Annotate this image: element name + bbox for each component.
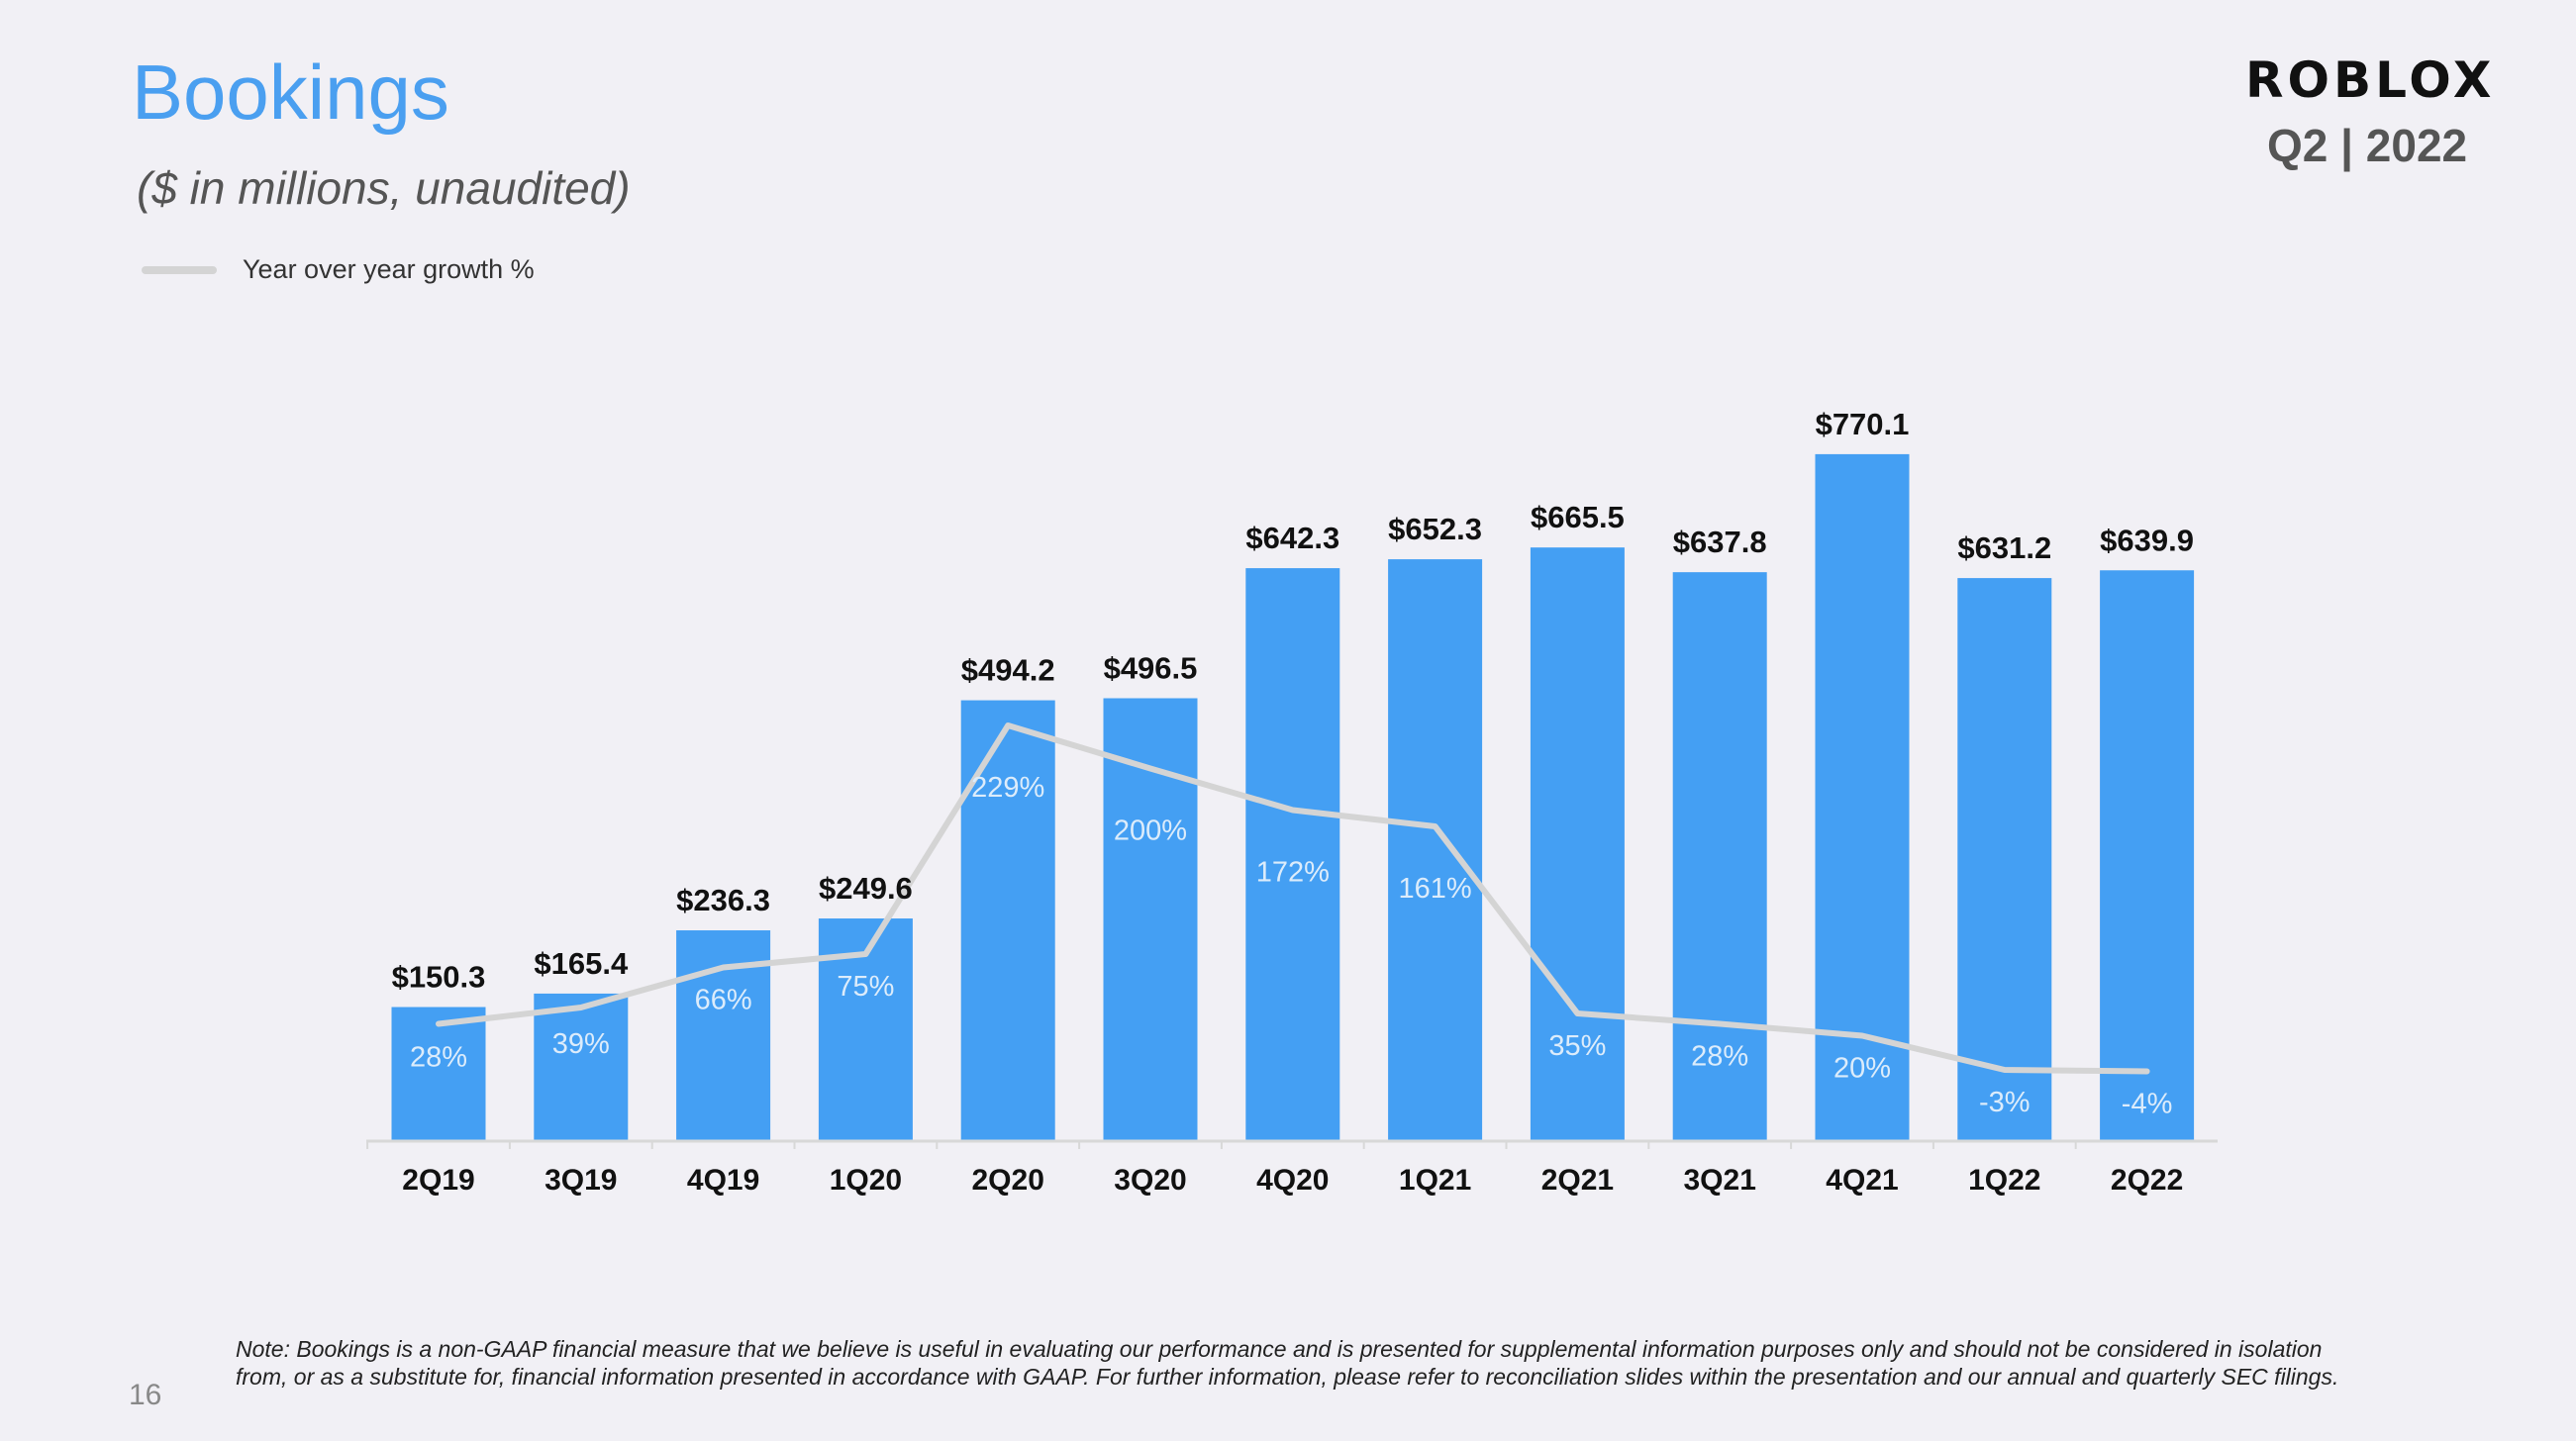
page-number: 16 bbox=[129, 1379, 162, 1411]
bar-value-label: $665.5 bbox=[1531, 500, 1625, 534]
bar-value-label: $770.1 bbox=[1816, 407, 1910, 441]
bar bbox=[1245, 568, 1340, 1141]
growth-label: 28% bbox=[1691, 1041, 1748, 1073]
x-tick-label: 4Q21 bbox=[1826, 1164, 1898, 1197]
bar bbox=[391, 1007, 486, 1141]
x-tick-label: 2Q22 bbox=[2111, 1164, 2183, 1197]
growth-label: -3% bbox=[1979, 1087, 2031, 1118]
bar bbox=[1530, 547, 1625, 1141]
growth-label: 229% bbox=[971, 772, 1044, 804]
growth-label: -4% bbox=[2122, 1089, 2173, 1120]
bar bbox=[960, 700, 1055, 1141]
x-tick-label: 2Q21 bbox=[1541, 1164, 1614, 1197]
bar bbox=[534, 993, 629, 1141]
x-tick-label: 4Q19 bbox=[687, 1164, 759, 1197]
growth-line bbox=[436, 722, 2150, 1075]
chart-legend: Year over year growth % bbox=[142, 254, 535, 285]
growth-label: 66% bbox=[695, 985, 752, 1016]
x-tick-label: 3Q20 bbox=[1114, 1164, 1186, 1197]
bar-value-label: $642.3 bbox=[1245, 521, 1339, 555]
x-tick-label: 1Q20 bbox=[830, 1164, 902, 1197]
x-tick-label: 2Q19 bbox=[402, 1164, 474, 1197]
bar bbox=[1103, 698, 1198, 1141]
legend-line-swatch bbox=[142, 265, 217, 274]
footnote: Note: Bookings is a non-GAAP financial m… bbox=[236, 1336, 2339, 1390]
bar bbox=[1388, 559, 1483, 1141]
growth-label: 161% bbox=[1399, 873, 1472, 905]
legend-label: Year over year growth % bbox=[243, 254, 535, 284]
x-tick-label: 3Q19 bbox=[545, 1164, 617, 1197]
bar-value-label: $150.3 bbox=[392, 960, 486, 995]
growth-label: 172% bbox=[1256, 857, 1330, 889]
report-period: Q2 | 2022 bbox=[2267, 120, 2468, 171]
growth-label: 75% bbox=[837, 971, 894, 1003]
growth-label: 28% bbox=[410, 1042, 467, 1074]
growth-label: 20% bbox=[1833, 1053, 1891, 1085]
bar-value-label: $249.6 bbox=[819, 871, 913, 906]
bar bbox=[2100, 570, 2195, 1141]
roblox-logo: ROBLOX bbox=[2245, 51, 2496, 109]
bookings-chart: $150.3 $165.4 $236.3 $249.6 $494.2 $496.5 $642… bbox=[366, 407, 2218, 1197]
bar bbox=[1672, 572, 1767, 1141]
bar-value-label: $639.9 bbox=[2100, 523, 2194, 557]
bar-value-label: $236.3 bbox=[676, 883, 770, 917]
growth-label: 35% bbox=[1548, 1030, 1606, 1062]
bar-value-label: $165.4 bbox=[534, 946, 629, 981]
x-tick-label: 1Q21 bbox=[1399, 1164, 1471, 1197]
bar-value-label: $494.2 bbox=[961, 653, 1055, 688]
x-tick-label: 4Q20 bbox=[1256, 1164, 1329, 1197]
bar-value-label: $631.2 bbox=[1957, 530, 2051, 565]
growth-label: 39% bbox=[552, 1028, 610, 1060]
bar-value-label: $496.5 bbox=[1104, 651, 1198, 686]
x-tick-label: 2Q20 bbox=[972, 1164, 1044, 1197]
page-subtitle: ($ in millions, unaudited) bbox=[137, 162, 631, 214]
bar bbox=[1815, 453, 1910, 1141]
bar-value-label: $637.8 bbox=[1673, 525, 1767, 559]
growth-label: 200% bbox=[1114, 816, 1187, 847]
page-title: Bookings bbox=[132, 48, 449, 136]
x-tick-label: 1Q22 bbox=[1968, 1164, 2040, 1197]
x-tick-label: 3Q21 bbox=[1684, 1164, 1756, 1197]
bar bbox=[1957, 578, 2052, 1141]
bar-value-label: $652.3 bbox=[1388, 512, 1482, 546]
